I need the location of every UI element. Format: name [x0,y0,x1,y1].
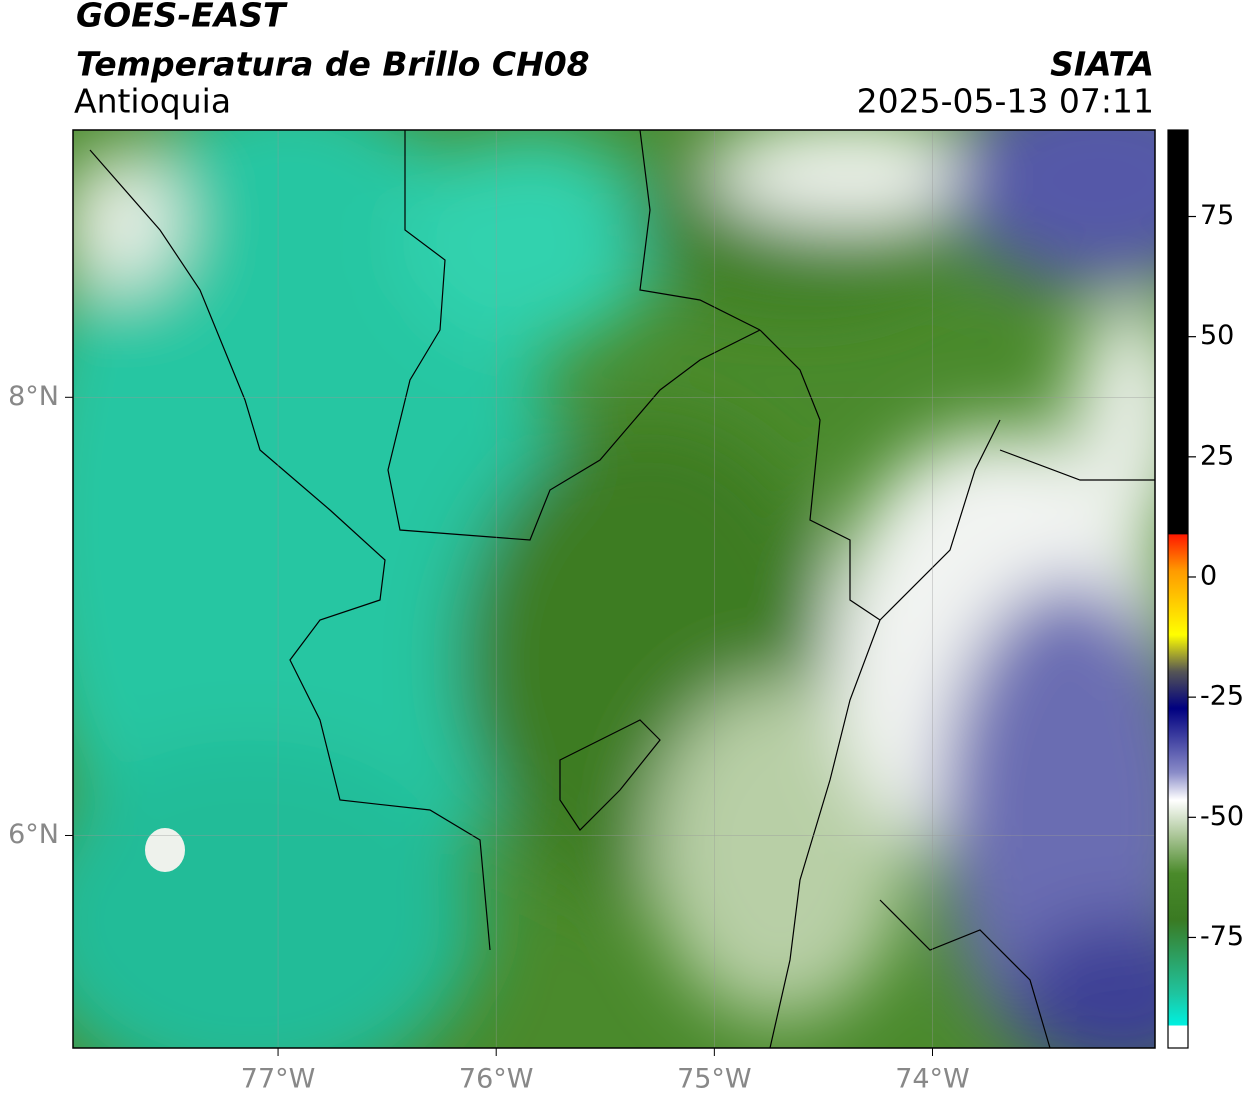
x-tick-label: 76°W [459,1064,534,1095]
colorbar-tick-label: 25 [1200,440,1234,471]
colorbar-tick-label: -25 [1200,681,1244,712]
colorbar-tick-label: 75 [1200,200,1234,231]
x-tick-label: 77°W [241,1064,316,1095]
colorbar-tick-label: -50 [1200,801,1244,832]
colorbar-tick-label: 0 [1200,560,1217,591]
region: Antioquia [74,82,231,121]
subtitle: Temperatura de Brillo CH08 [76,45,590,84]
y-tick-label: 6°N [8,819,59,850]
map-image [73,130,1155,1048]
colorbar-tick-label: 50 [1200,320,1234,351]
x-tick-label: 74°W [895,1064,970,1095]
colorbar-tick-label: -75 [1200,921,1244,952]
x-tick-label: 75°W [677,1064,752,1095]
colorbar [1167,129,1189,1049]
y-tick-label: 8°N [8,381,59,412]
grid [73,130,1155,1048]
source: SIATA [1050,45,1154,84]
timestamp: 2025-05-13 07:11 [857,82,1154,121]
map-frame [72,129,1156,1049]
title: GOES-EAST [76,0,288,35]
